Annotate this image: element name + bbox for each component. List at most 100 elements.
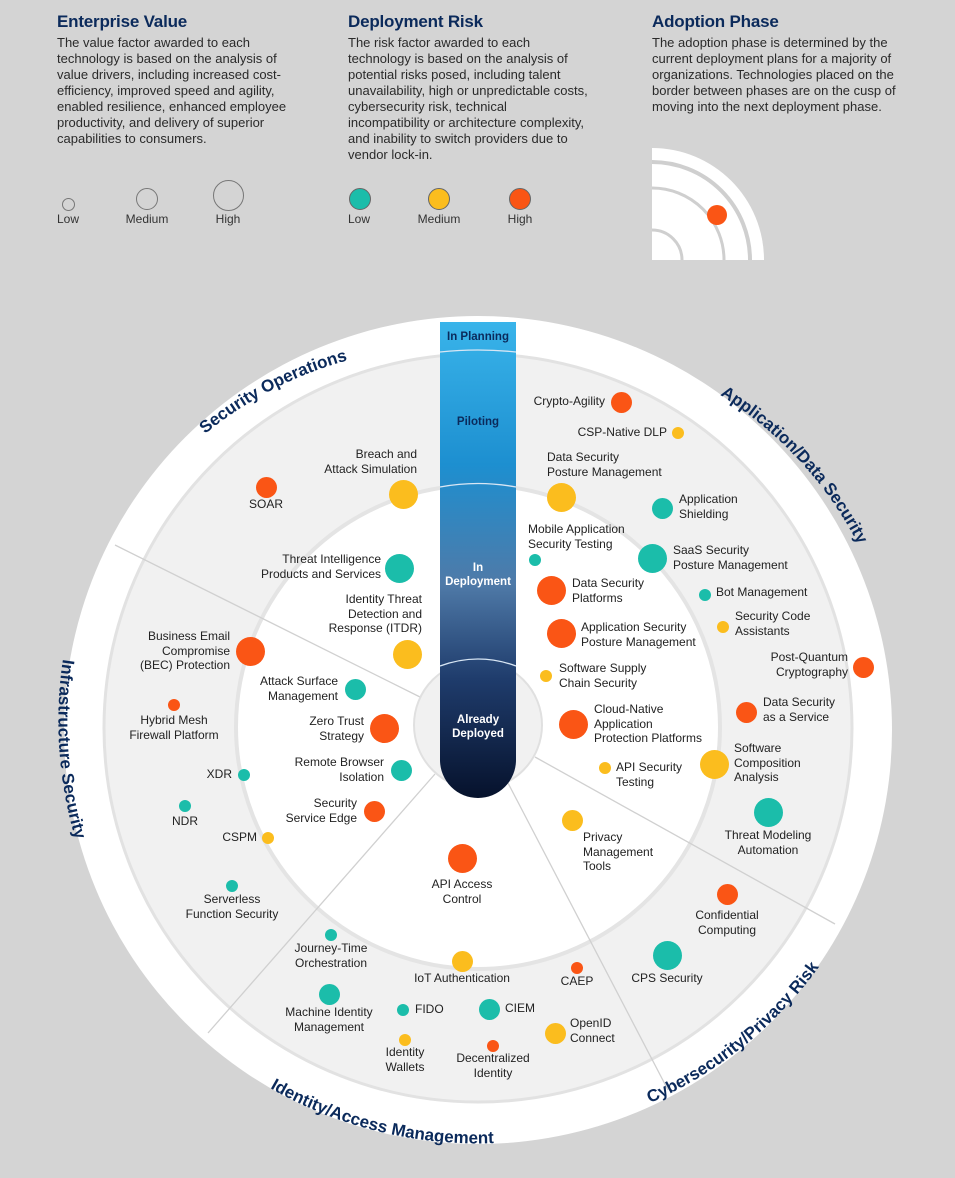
technology-label-software-composition-analysis: Software Composition Analysis [734,741,801,784]
adoption-phase-description: The adoption phase is determined by the … [652,35,896,114]
technology-label-post-quantum-cryptography: Post-Quantum Cryptography [770,650,848,679]
technology-label-crypto-agility: Crypto-Agility [533,394,605,408]
technology-dot-soar[interactable] [255,476,277,498]
technology-label-security-code-assistants: Security Code Assistants [735,609,811,638]
technology-dot-mobile-application-security-testing[interactable] [529,554,541,566]
technology-label-data-security-platforms: Data Security Platforms [572,576,645,605]
technology-dot-zero-trust-strategy[interactable] [369,713,399,743]
technology-label-privacy-management-tools: Privacy Management Tools [583,830,654,873]
technology-dot-application-security-posture-management[interactable] [546,618,576,648]
technology-label-fido: FIDO [415,1002,444,1016]
technology-dot-post-quantum-cryptography[interactable] [852,656,874,678]
risk-low-label: Low [347,212,370,226]
technology-dot-cps-security[interactable] [652,940,682,970]
value-medium-label: Medium [125,212,169,226]
technology-label-software-supply-chain-security: Software Supply Chain Security [559,661,647,690]
technology-dot-xdr[interactable] [238,769,250,781]
technology-label-cloud-native-application-protection-platforms: Cloud-Native Application Protection Plat… [594,702,703,745]
technology-label-confidential-computing: Confidential Computing [695,908,759,937]
technology-dot-breach-and-attack-simulation[interactable] [388,479,418,509]
technology-dot-serverless-function-security[interactable] [226,880,238,892]
phase-piloting: Piloting [456,416,500,428]
phase-in-deployment: In Deployment [445,562,511,588]
deployment-risk-description: The risk factor awarded to each technolo… [348,35,588,162]
technology-dot-cspm[interactable] [262,832,274,844]
technology-label-journey-time-orchestration: Journey-Time Orchestration [294,941,368,970]
value-low-circle [62,198,75,211]
technology-dot-decentralized-identity[interactable] [487,1040,499,1052]
technology-dot-application-shielding[interactable] [651,497,673,519]
technology-label-remote-browser-isolation: Remote Browser Isolation [294,755,384,784]
technology-label-hybrid-mesh-firewall-platform: Hybrid Mesh Firewall Platform [129,713,219,742]
risk-low-circle [349,188,371,210]
technology-dot-api-access-control[interactable] [447,843,477,873]
technology-dot-journey-time-orchestration[interactable] [325,929,337,941]
value-medium-circle [136,188,158,210]
risk-medium-circle [428,188,450,210]
technology-dot-business-email-compromise-bec-protection[interactable] [235,636,265,666]
enterprise-value-description: The value factor awarded to each technol… [57,35,287,146]
technology-dot-confidential-computing[interactable] [716,883,738,905]
risk-high-label: High [507,212,533,226]
technology-dot-identity-wallets[interactable] [399,1034,411,1046]
phase-in-planning: In Planning [447,331,509,343]
technology-label-xdr: XDR [206,767,232,781]
technology-dot-bot-management[interactable] [699,589,711,601]
technology-dot-hybrid-mesh-firewall-platform[interactable] [168,699,180,711]
technology-dot-cloud-native-application-protection-platforms[interactable] [558,709,588,739]
technology-dot-csp-native-dlp[interactable] [672,427,684,439]
risk-high-circle [509,188,531,210]
technology-label-saas-security-posture-management: SaaS Security Posture Management [673,543,788,572]
technology-label-decentralized-identity: Decentralized Identity [456,1051,530,1080]
technology-dot-fido[interactable] [397,1004,409,1016]
technology-label-api-security-testing: API Security Testing [616,760,683,789]
technology-dot-saas-security-posture-management[interactable] [637,543,667,573]
technology-dot-iot-authentication[interactable] [451,950,473,972]
phase-already-deployed: Already Deployed [452,714,504,740]
technology-dot-machine-identity-management[interactable] [318,983,340,1005]
value-high-circle [213,180,244,211]
technology-label-bot-management: Bot Management [716,585,808,599]
technology-dot-identity-threat-detection-and-response-itdr[interactable] [392,639,422,669]
enterprise-value-title: Enterprise Value [57,12,188,31]
technology-dot-crypto-agility[interactable] [610,391,632,413]
technology-dot-software-composition-analysis[interactable] [699,749,729,779]
technology-dot-software-supply-chain-security[interactable] [540,670,552,682]
deployment-risk-title: Deployment Risk [348,12,483,31]
technology-dot-threat-intelligence-products-and-services[interactable] [384,553,414,583]
technology-label-identity-threat-detection-and-response-itdr: Identity Threat Detection and Response (… [328,592,422,635]
technology-label-machine-identity-management: Machine Identity Management [285,1005,373,1034]
technology-dot-openid-connect[interactable] [544,1022,566,1044]
technology-label-business-email-compromise-bec-protection: Business Email Compromise (BEC) Protecti… [139,629,230,672]
technology-dot-data-security-posture-management[interactable] [546,482,576,512]
technology-dot-data-security-platforms[interactable] [536,575,566,605]
technology-dot-threat-modeling-automation[interactable] [753,797,783,827]
technology-dot-data-security-as-a-service[interactable] [735,701,757,723]
technology-label-api-access-control: API Access Control [431,877,493,906]
technology-label-ndr: NDR [172,814,198,828]
adoption-phase-title: Adoption Phase [652,12,779,31]
technology-label-csp-native-dlp: CSP-Native DLP [577,425,667,439]
technology-label-iot-authentication: IoT Authentication [414,971,510,985]
technology-dot-ndr[interactable] [179,800,191,812]
technology-label-zero-trust-strategy: Zero Trust Strategy [309,714,364,743]
technology-dot-security-code-assistants[interactable] [717,621,729,633]
technology-label-cps-security: CPS Security [631,971,703,985]
technology-label-openid-connect: OpenID Connect [570,1016,615,1045]
technology-dot-attack-surface-management[interactable] [344,678,366,700]
technology-dot-security-service-edge[interactable] [363,800,385,822]
adoption-phase-diagram [652,148,764,261]
technology-dot-remote-browser-isolation[interactable] [390,759,412,781]
technology-dot-privacy-management-tools[interactable] [561,809,583,831]
technology-dot-api-security-testing[interactable] [599,762,611,774]
technology-label-application-shielding: Application Shielding [679,492,738,521]
technology-label-soar: SOAR [248,497,283,511]
technology-dot-ciem[interactable] [478,998,500,1020]
technology-dot-caep[interactable] [571,962,583,974]
technology-label-ciem: CIEM [505,1001,535,1015]
technology-label-data-security-posture-management: Data Security Posture Management [547,450,662,479]
technology-label-breach-and-attack-simulation: Breach and Attack Simulation [324,447,417,476]
technology-label-security-service-edge: Security Service Edge [285,796,357,825]
value-high-label: High [215,212,241,226]
